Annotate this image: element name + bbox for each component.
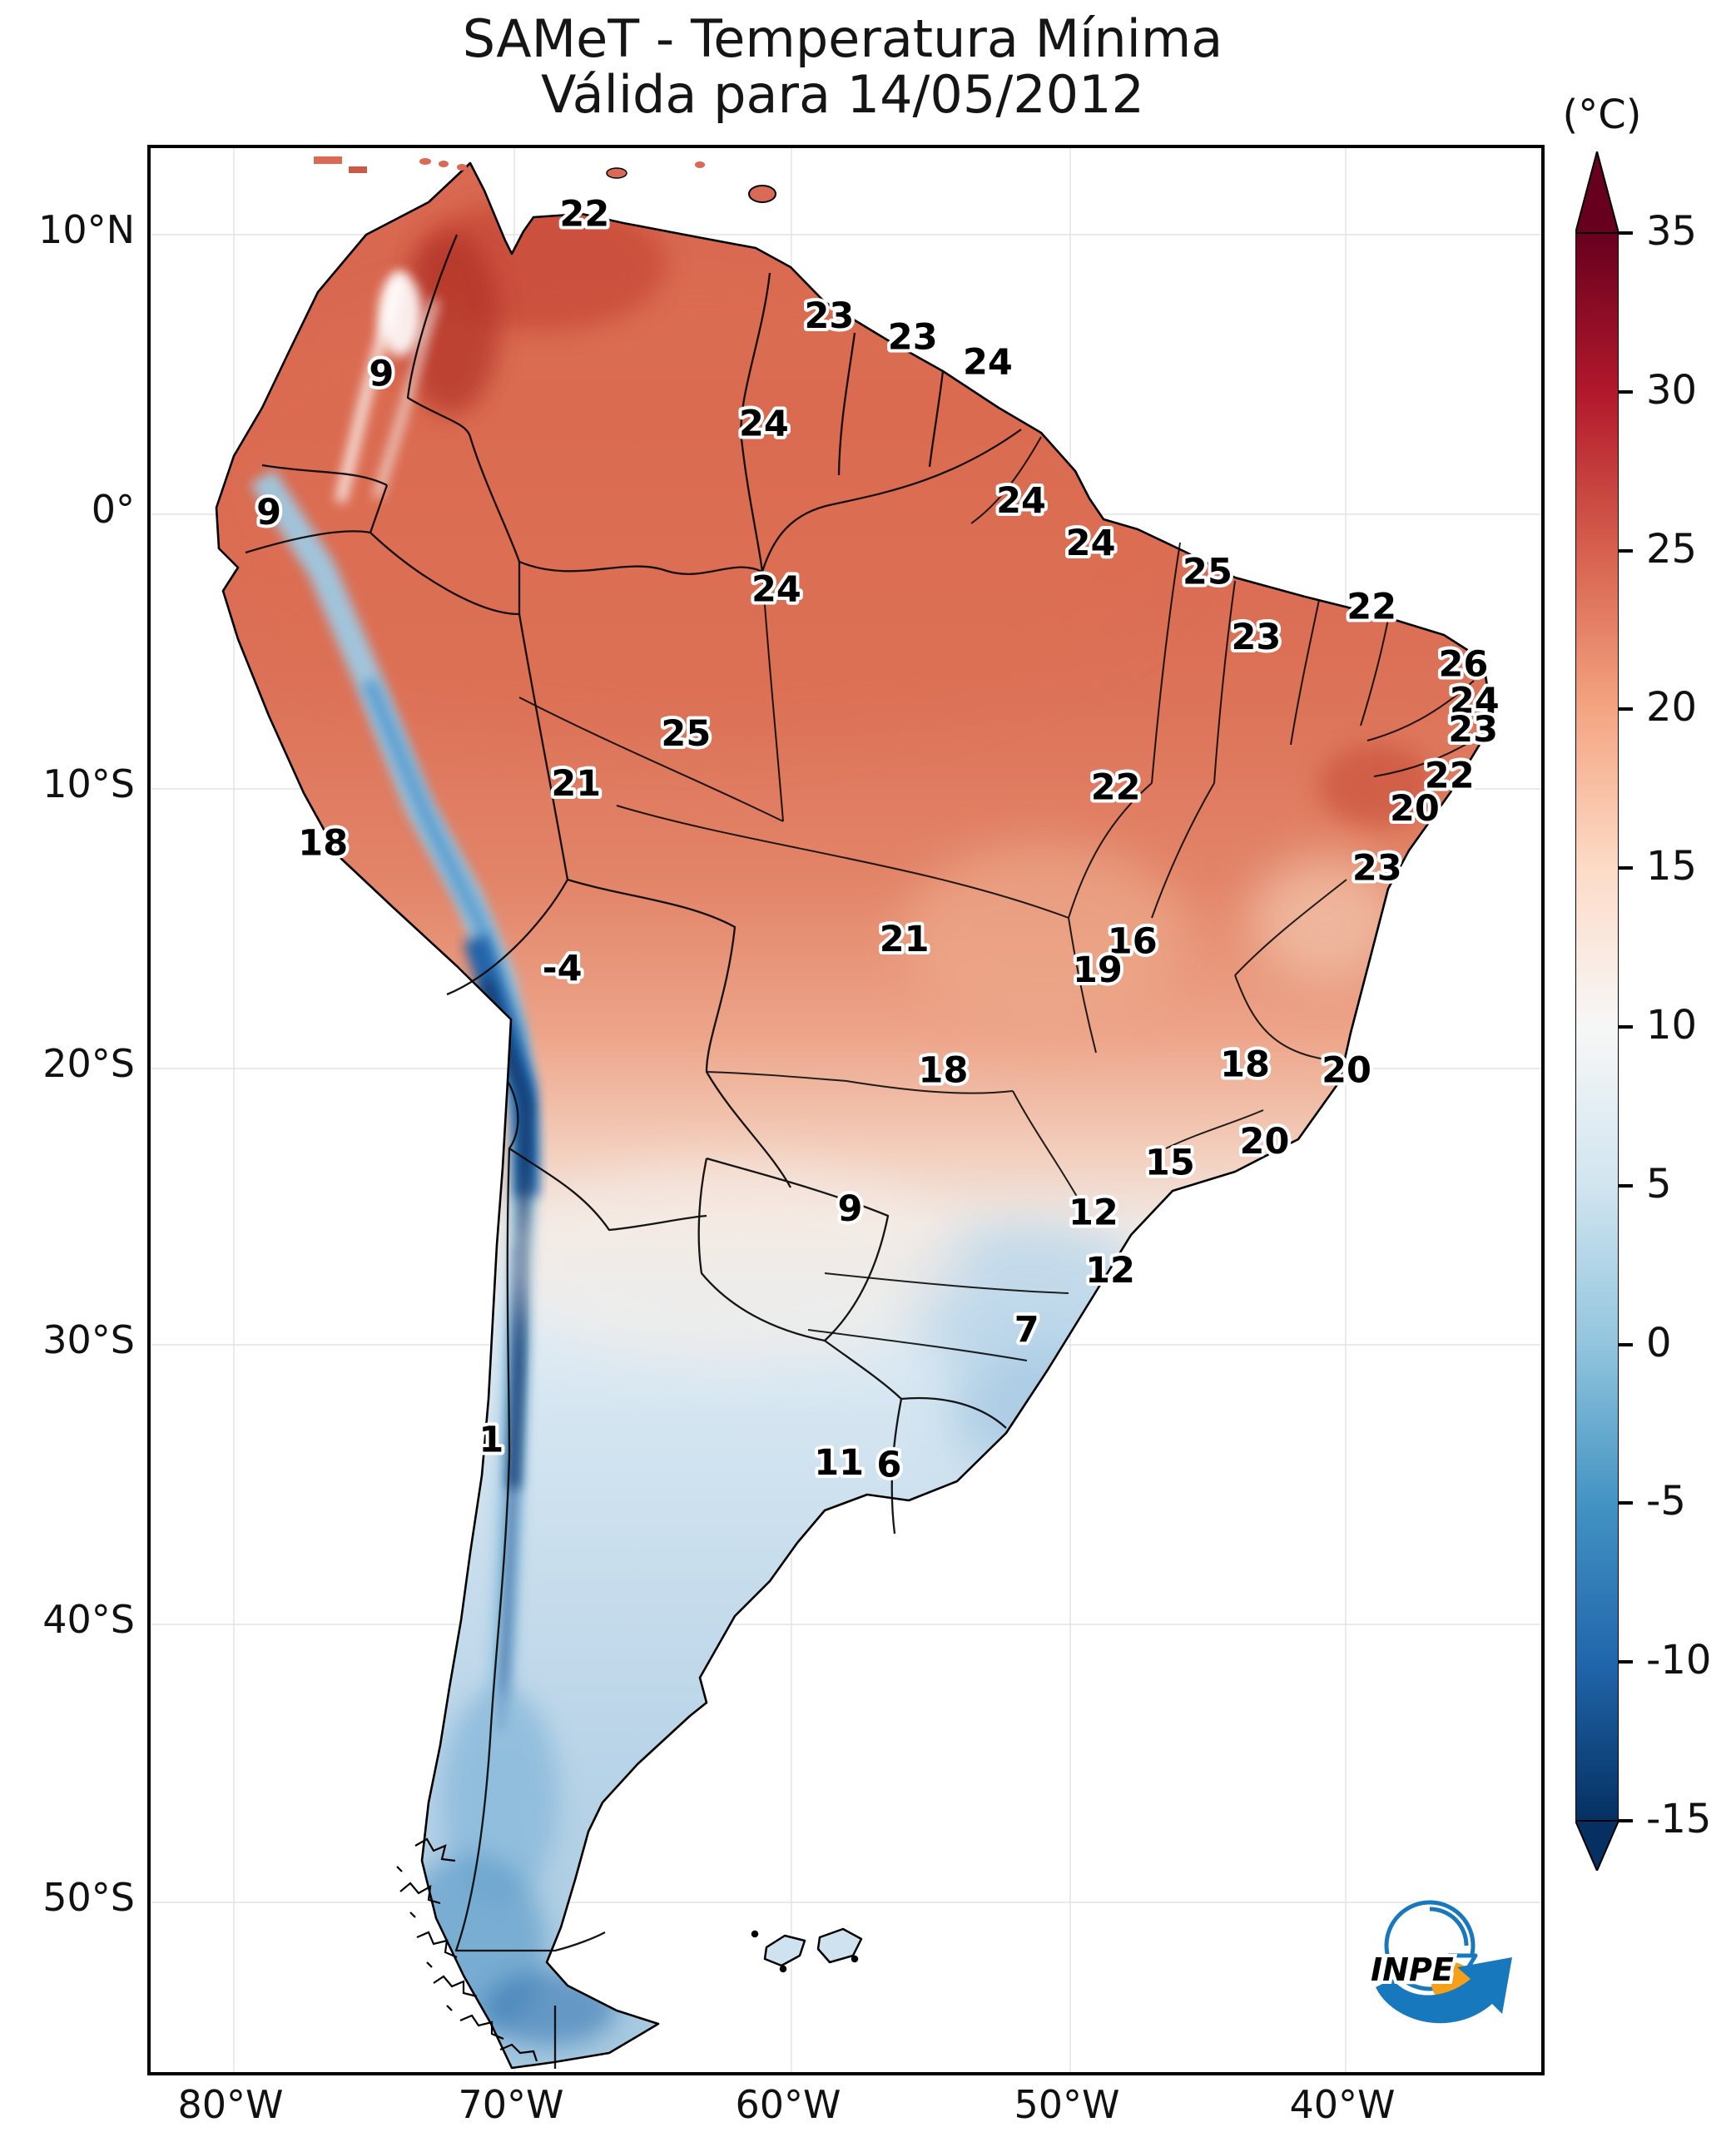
lat-tick-label: 10°N <box>38 207 135 252</box>
lat-tick-label: 10°S <box>42 761 135 806</box>
coastline <box>215 161 1490 2070</box>
colorbar-tick <box>1619 389 1633 394</box>
colorbar-tick <box>1619 1660 1633 1664</box>
station-temperature-value: 22 <box>1091 767 1141 809</box>
station-temperature-value: 18 <box>919 1049 969 1091</box>
page-title: SAMeT - Temperatura Mínima Válida para 1… <box>147 8 1538 125</box>
colorbar-tick-label: -10 <box>1646 1637 1712 1684</box>
station-temperature-value: 23 <box>1448 709 1498 751</box>
station-temperature-value: 23 <box>1352 848 1402 890</box>
colorbar-tick <box>1619 1025 1633 1029</box>
station-temperature-value: 9 <box>369 354 394 395</box>
colorbar-tick-label: -5 <box>1646 1478 1686 1525</box>
colorbar-tick <box>1619 1501 1633 1505</box>
station-temperature-value: 24 <box>1450 681 1500 722</box>
lon-tick-label: 60°W <box>735 2082 841 2127</box>
title-line2: Válida para 14/05/2012 <box>541 63 1144 125</box>
colorbar-tick <box>1619 1342 1633 1346</box>
station-temperature-value: 12 <box>1069 1193 1118 1234</box>
station-temperature-value: 12 <box>1085 1250 1135 1292</box>
colorbar-tick-label: 20 <box>1646 684 1698 731</box>
station-temperature-value: 18 <box>298 823 348 865</box>
station-temperature-value: 24 <box>996 480 1046 522</box>
title-line1: SAMeT - Temperatura Mínima <box>462 8 1223 69</box>
colorbar-tick-label: 35 <box>1646 208 1698 255</box>
lon-tick-label: 50°W <box>1014 2082 1120 2127</box>
station-temperature-value: 11 <box>814 1442 864 1484</box>
map-frame: INPE 22 23 23 24 9 24 9 24 24 25 24 22 23 26 24 23 25 21 2… <box>147 145 1545 2075</box>
station-temperature-value: 24 <box>1066 523 1116 564</box>
station-temperature-value: 24 <box>739 404 789 445</box>
colorbar-tick <box>1619 1819 1633 1822</box>
station-temperature-value: 23 <box>805 295 855 337</box>
colorbar-tick-label: 5 <box>1646 1160 1672 1207</box>
lat-tick-label: 30°S <box>42 1317 135 1362</box>
colorbar-tick <box>1619 231 1633 235</box>
country-borders <box>245 234 1022 2069</box>
lat-tick-label: 50°S <box>42 1875 135 1920</box>
colorbar-tick-label: 15 <box>1646 843 1698 890</box>
station-temperature-value: 20 <box>1240 1121 1290 1163</box>
station-temperature-value: 25 <box>1183 552 1233 593</box>
station-temperature-value: 23 <box>1232 617 1282 658</box>
colorbar-tick <box>1619 866 1633 870</box>
colorbar-bar <box>1575 151 1619 1871</box>
station-temperature-value: 25 <box>661 713 711 755</box>
colorbar-tick-label: 10 <box>1646 1002 1698 1049</box>
logo-text: INPE <box>1371 1951 1454 1988</box>
station-temperature-value: 26 <box>1439 644 1489 686</box>
station-temperature-value: 24 <box>963 342 1013 384</box>
station-temperature-value: 15 <box>1145 1142 1195 1183</box>
station-temperature-value: 7 <box>1014 1310 1039 1351</box>
fjord-coast-detail <box>396 1837 538 2062</box>
station-temperature-value: 22 <box>1347 586 1396 627</box>
caribbean-islands <box>314 156 776 203</box>
station-temperature-value: 24 <box>751 568 801 610</box>
station-temperature-value: 18 <box>1220 1044 1270 1086</box>
station-temperature-value: 22 <box>559 194 609 236</box>
colorbar-unit-label: (°C) <box>1562 92 1642 138</box>
lat-tick-label: 40°S <box>42 1597 135 1642</box>
colorbar-tick-label: 25 <box>1646 525 1698 573</box>
station-temperature-value: 20 <box>1390 788 1440 830</box>
station-temperature-value: 20 <box>1322 1049 1371 1091</box>
inpe-logo: INPE <box>1367 1900 1512 2024</box>
colorbar-tick-label: -15 <box>1646 1796 1712 1842</box>
station-temperature-value: 16 <box>1108 921 1158 963</box>
temperature-field <box>216 163 1489 2068</box>
colorbar-tick <box>1619 707 1633 712</box>
logo-arrow <box>1376 1957 1512 2024</box>
station-temperature-value: 1 <box>479 1419 503 1460</box>
colorbar-tick-label: 30 <box>1646 366 1698 414</box>
state-borders <box>518 436 1483 1361</box>
station-temperature-value: 9 <box>256 492 281 533</box>
station-temperature-value: 21 <box>551 763 601 805</box>
colorbar-tick <box>1619 548 1633 553</box>
lon-tick-label: 80°W <box>177 2082 284 2127</box>
station-temperature-value: 9 <box>838 1188 863 1230</box>
station-temperature-value: 23 <box>888 317 938 359</box>
station-temperature-value: 21 <box>880 919 930 960</box>
station-temperature-value: 6 <box>876 1444 901 1485</box>
colorbar <box>1575 151 1619 1871</box>
lat-tick-label: 0° <box>91 487 135 532</box>
lon-tick-label: 40°W <box>1289 2082 1396 2127</box>
station-temperature-value: 22 <box>1425 756 1475 797</box>
lat-tick-label: 20°S <box>42 1041 135 1086</box>
lon-tick-label: 70°W <box>458 2082 564 2127</box>
station-temperature-value: 19 <box>1073 950 1123 991</box>
colorbar-tick-label: 0 <box>1646 1319 1672 1366</box>
station-temperature-value: -4 <box>543 948 583 989</box>
falkland-islands <box>751 1927 863 1973</box>
colorbar-tick <box>1619 1183 1633 1188</box>
